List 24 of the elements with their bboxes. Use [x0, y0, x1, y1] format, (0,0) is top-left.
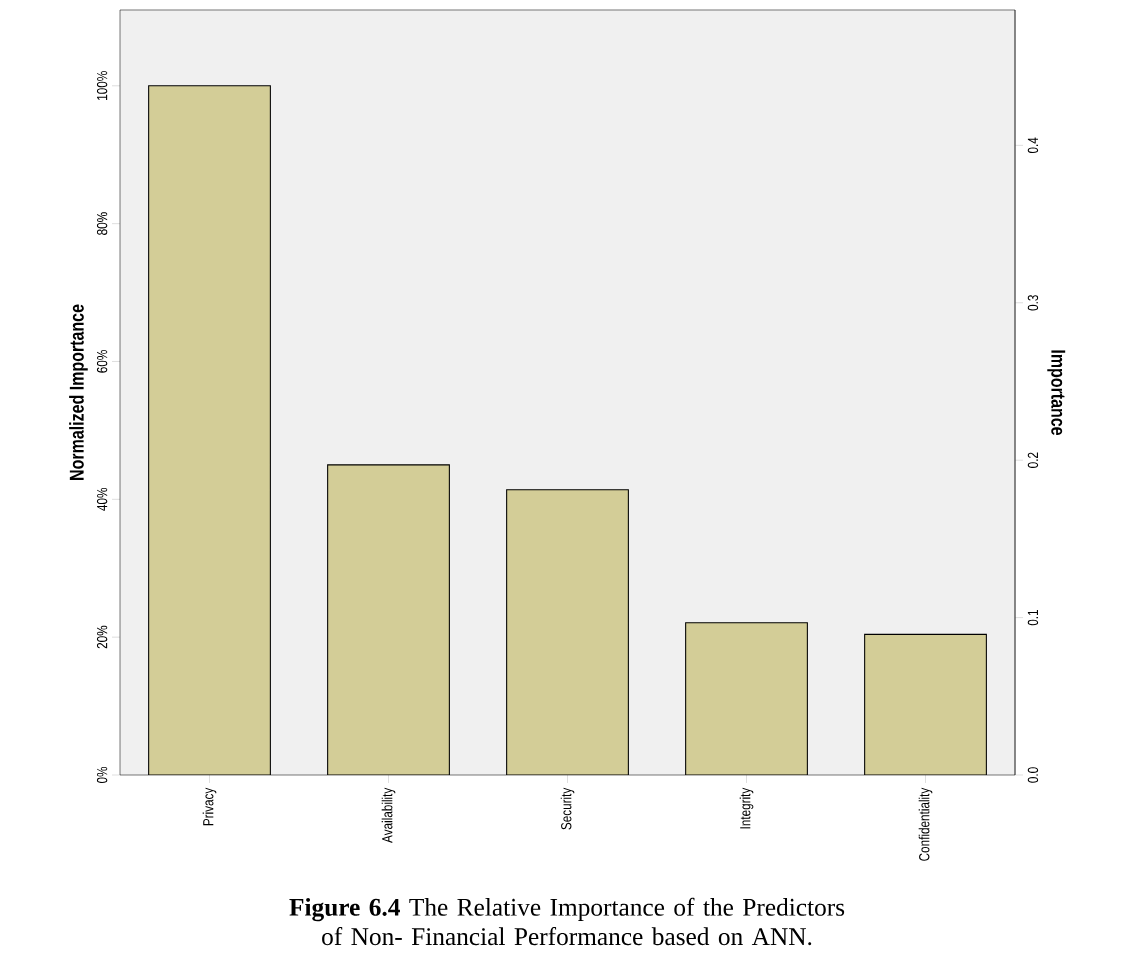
bar [148, 85, 271, 775]
y-axis-title: Normalized Importance [69, 304, 88, 480]
y-tick-label: 80% [96, 212, 108, 235]
y2-tick-label: 0.1 [1027, 610, 1039, 626]
y2-tick-label: 0.2 [1027, 452, 1039, 468]
y-tick-label: 20% [96, 625, 108, 649]
x-tick-label: Integrity [739, 787, 754, 829]
y2-axis-title: Importance [1047, 350, 1066, 436]
x-tick-label: Security [560, 787, 575, 830]
bar [685, 622, 808, 775]
y-tick-label: 0% [96, 766, 108, 784]
bar [864, 633, 987, 775]
x-tick-label: Availability [381, 787, 396, 843]
x-tick-label: Privacy [202, 787, 217, 826]
y2-tick-label: 0.0 [1027, 767, 1039, 783]
y-tick-label: 60% [96, 350, 108, 373]
bar [506, 489, 629, 775]
y-tick-label: 100% [96, 71, 108, 100]
bar [327, 464, 450, 775]
text: Figure 6.4 The Relative Importance of the Predictors of Non- Financial Performance based on ANN. [289, 897, 845, 946]
y-tick-label: 40% [96, 488, 108, 511]
y2-tick-label: 0.3 [1027, 295, 1039, 311]
y2-tick-label: 0.4 [1027, 137, 1039, 154]
x-tick-label: Confidentiality [918, 787, 933, 861]
